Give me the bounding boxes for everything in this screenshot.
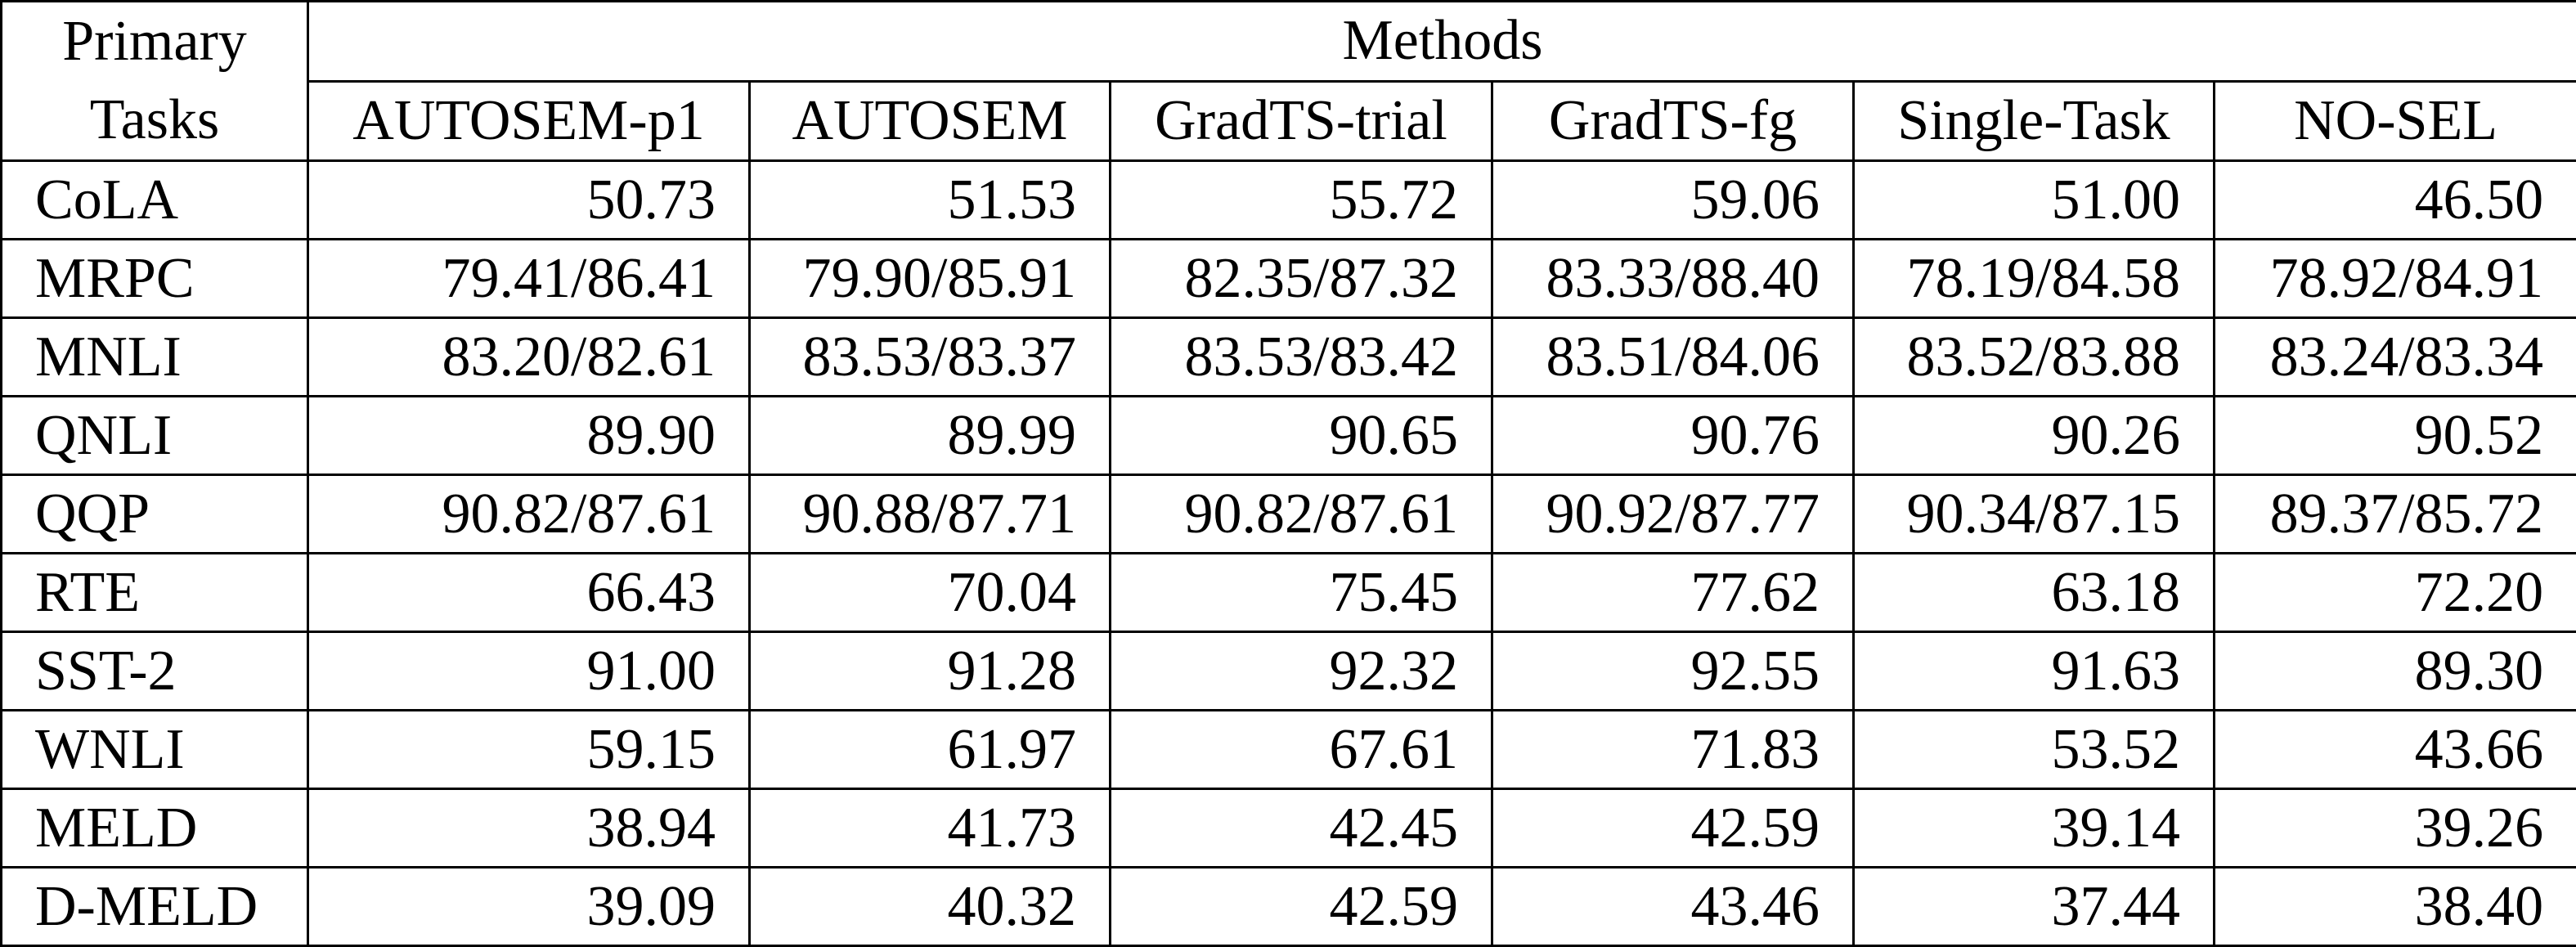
value-cell: 79.41/86.41 [308, 240, 750, 318]
value-cell: 46.50 [2215, 161, 2576, 240]
value-cell: 90.82/87.61 [1111, 475, 1492, 554]
task-name-cell: QQP [2, 475, 308, 554]
methods-group-header: Methods [308, 2, 2576, 82]
primary-tasks-header-line1: Primary [35, 2, 274, 81]
value-cell: 38.40 [2215, 868, 2576, 946]
column-header: AUTOSEM-p1 [308, 81, 750, 161]
primary-tasks-header-line2: Tasks [35, 81, 274, 159]
value-cell: 51.53 [750, 161, 1111, 240]
task-name-cell: MRPC [2, 240, 308, 318]
task-name-cell: D-MELD [2, 868, 308, 946]
column-header: GradTS-fg [1492, 81, 1854, 161]
value-cell: 39.26 [2215, 789, 2576, 868]
value-cell: 83.24/83.34 [2215, 318, 2576, 397]
value-cell: 72.20 [2215, 554, 2576, 632]
value-cell: 83.20/82.61 [308, 318, 750, 397]
value-cell: 51.00 [1854, 161, 2215, 240]
value-cell: 71.83 [1492, 711, 1854, 789]
value-cell: 41.73 [750, 789, 1111, 868]
task-name-cell: MELD [2, 789, 308, 868]
value-cell: 92.55 [1492, 632, 1854, 711]
value-cell: 92.32 [1111, 632, 1492, 711]
value-cell: 90.76 [1492, 397, 1854, 475]
value-cell: 67.61 [1111, 711, 1492, 789]
value-cell: 79.90/85.91 [750, 240, 1111, 318]
header-row-1: Primary Tasks Methods [2, 2, 2576, 82]
value-cell: 89.30 [2215, 632, 2576, 711]
value-cell: 75.45 [1111, 554, 1492, 632]
header-row-2: AUTOSEM-p1 AUTOSEM GradTS-trial GradTS-f… [2, 81, 2576, 161]
value-cell: 89.99 [750, 397, 1111, 475]
value-cell: 89.90 [308, 397, 750, 475]
value-cell: 37.44 [1854, 868, 2215, 946]
value-cell: 43.46 [1492, 868, 1854, 946]
value-cell: 43.66 [2215, 711, 2576, 789]
value-cell: 83.52/83.88 [1854, 318, 2215, 397]
value-cell: 40.32 [750, 868, 1111, 946]
value-cell: 90.65 [1111, 397, 1492, 475]
value-cell: 53.52 [1854, 711, 2215, 789]
column-header: Single-Task [1854, 81, 2215, 161]
value-cell: 39.09 [308, 868, 750, 946]
column-header: NO-SEL [2215, 81, 2576, 161]
value-cell: 90.82/87.61 [308, 475, 750, 554]
task-name-cell: SST-2 [2, 632, 308, 711]
task-name-cell: WNLI [2, 711, 308, 789]
value-cell: 78.92/84.91 [2215, 240, 2576, 318]
value-cell: 91.28 [750, 632, 1111, 711]
value-cell: 42.45 [1111, 789, 1492, 868]
value-cell: 61.97 [750, 711, 1111, 789]
column-header: AUTOSEM [750, 81, 1111, 161]
value-cell: 50.73 [308, 161, 750, 240]
column-header: GradTS-trial [1111, 81, 1492, 161]
value-cell: 59.15 [308, 711, 750, 789]
value-cell: 42.59 [1111, 868, 1492, 946]
value-cell: 90.52 [2215, 397, 2576, 475]
value-cell: 39.14 [1854, 789, 2215, 868]
value-cell: 90.92/87.77 [1492, 475, 1854, 554]
value-cell: 90.34/87.15 [1854, 475, 2215, 554]
value-cell: 91.63 [1854, 632, 2215, 711]
value-cell: 77.62 [1492, 554, 1854, 632]
value-cell: 42.59 [1492, 789, 1854, 868]
value-cell: 91.00 [308, 632, 750, 711]
task-name-cell: MNLI [2, 318, 308, 397]
value-cell: 55.72 [1111, 161, 1492, 240]
task-name-cell: RTE [2, 554, 308, 632]
value-cell: 83.33/88.40 [1492, 240, 1854, 318]
value-cell: 90.26 [1854, 397, 2215, 475]
value-cell: 83.53/83.37 [750, 318, 1111, 397]
value-cell: 83.51/84.06 [1492, 318, 1854, 397]
value-cell: 66.43 [308, 554, 750, 632]
value-cell: 38.94 [308, 789, 750, 868]
value-cell: 59.06 [1492, 161, 1854, 240]
value-cell: 70.04 [750, 554, 1111, 632]
primary-tasks-header: Primary Tasks [2, 2, 308, 161]
value-cell: 63.18 [1854, 554, 2215, 632]
value-cell: 83.53/83.42 [1111, 318, 1492, 397]
value-cell: 82.35/87.32 [1111, 240, 1492, 318]
value-cell: 89.37/85.72 [2215, 475, 2576, 554]
value-cell: 90.88/87.71 [750, 475, 1111, 554]
task-name-cell: CoLA [2, 161, 308, 240]
value-cell: 78.19/84.58 [1854, 240, 2215, 318]
task-name-cell: QNLI [2, 397, 308, 475]
